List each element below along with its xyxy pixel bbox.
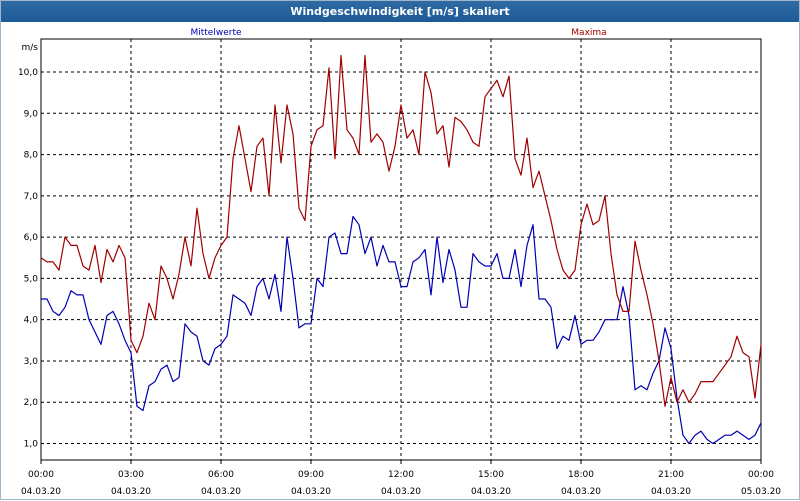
y-tick-label: 9,0 <box>24 109 39 119</box>
x-tick-time: 15:00 <box>478 470 504 480</box>
x-tick-time: 03:00 <box>118 470 144 480</box>
x-tick-time: 06:00 <box>208 470 234 480</box>
x-tick-date: 04.03.20 <box>651 487 691 497</box>
x-tick-date: 04.03.20 <box>21 487 61 497</box>
grid-lines <box>41 39 761 460</box>
x-tick-time: 18:00 <box>568 470 594 480</box>
window-title: Windgeschwindigkeit [m/s] skaliert <box>1 1 799 22</box>
y-tick-label: 6,0 <box>24 233 39 243</box>
x-tick-date: 04.03.20 <box>291 487 331 497</box>
legend-label-mittelwerte: Mittelwerte <box>190 28 241 38</box>
y-tick-label: 3,0 <box>24 357 39 367</box>
y-tick-label: 2,0 <box>24 398 39 408</box>
x-tick-date: 04.03.20 <box>201 487 241 497</box>
x-tick-date: 04.03.20 <box>111 487 151 497</box>
y-tick-label: 1,0 <box>24 439 39 449</box>
series-line-maxima <box>40 54 762 407</box>
legend: Mittelwerte Maxima <box>190 28 606 38</box>
x-tick-date: 04.03.20 <box>381 487 421 497</box>
x-tick-date: 05.03.20 <box>741 487 781 497</box>
series-line-mittelwerte <box>41 215 762 445</box>
x-tick-date: 04.03.20 <box>561 487 601 497</box>
x-tick-time: 00:00 <box>28 470 54 480</box>
tick-labels: 1,0 2,0 3,0 4,0 5,0 6,0 7,0 8,0 9,0 10,0 00:00 04.0… <box>18 43 781 497</box>
x-tick-time: 00:00 <box>748 470 774 480</box>
x-tick-time: 12:00 <box>388 470 414 480</box>
axes <box>40 38 762 464</box>
y-tick-label: 7,0 <box>24 192 39 202</box>
y-tick-label: 5,0 <box>24 274 39 284</box>
y-axis-unit: m/s <box>22 43 39 53</box>
x-tick-date: 04.03.20 <box>471 487 511 497</box>
y-tick-label: 8,0 <box>24 151 39 161</box>
x-tick-time: 21:00 <box>658 470 684 480</box>
x-tick-time: 09:00 <box>298 470 324 480</box>
y-tick-label: 10,0 <box>18 68 38 78</box>
series-lines <box>40 54 762 445</box>
y-tick-label: 4,0 <box>24 316 39 326</box>
legend-label-maxima: Maxima <box>571 28 606 38</box>
plot-frame <box>40 38 762 461</box>
